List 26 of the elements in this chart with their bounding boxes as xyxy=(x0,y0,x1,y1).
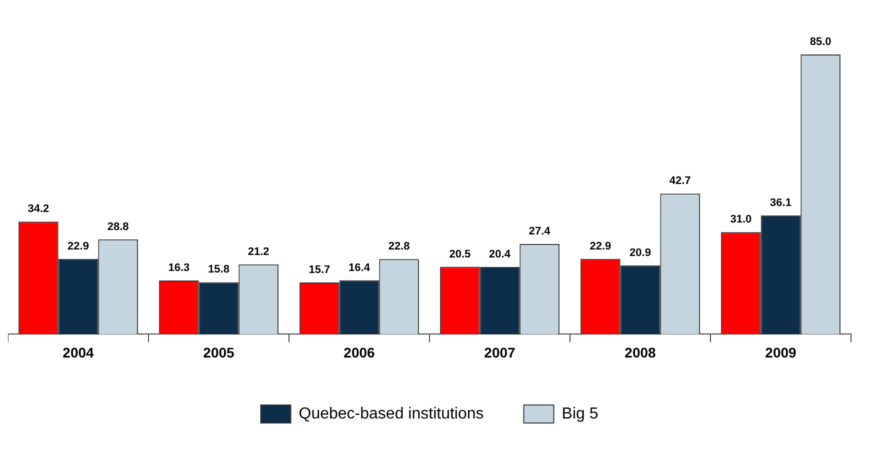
x-tick-label: 2005 xyxy=(203,344,235,360)
data-label: 22.9 xyxy=(68,240,89,252)
x-tick-label: 2004 xyxy=(62,344,94,360)
x-tick-label: 2008 xyxy=(624,344,656,360)
x-tick-label: 2007 xyxy=(484,344,516,360)
data-label: 20.4 xyxy=(489,248,512,261)
data-label: 34.2 xyxy=(28,203,50,216)
x-tick-label: 2009 xyxy=(765,344,797,360)
x-tick-label: 2006 xyxy=(344,344,376,360)
data-label: 27.4 xyxy=(528,226,552,238)
data-label: 36.1 xyxy=(770,196,792,209)
data-label: 20.5 xyxy=(449,248,471,260)
data-label: 31.0 xyxy=(730,214,752,226)
data-label: 85.0 xyxy=(810,36,832,48)
legend-label: Quebec-based institutions xyxy=(298,405,484,422)
data-label: 15.8 xyxy=(208,264,230,276)
data-label: 21.2 xyxy=(248,246,270,258)
data-label: 22.8 xyxy=(388,240,410,253)
data-label: 16.3 xyxy=(168,262,190,274)
data-label: 20.9 xyxy=(630,246,651,259)
data-label: 28.8 xyxy=(107,220,129,233)
data-label: 15.7 xyxy=(308,264,330,276)
data-label: 22.9 xyxy=(590,240,612,252)
legend-label: Big 5 xyxy=(562,405,598,422)
data-label: 42.7 xyxy=(669,175,691,188)
data-label: 16.4 xyxy=(348,262,371,274)
